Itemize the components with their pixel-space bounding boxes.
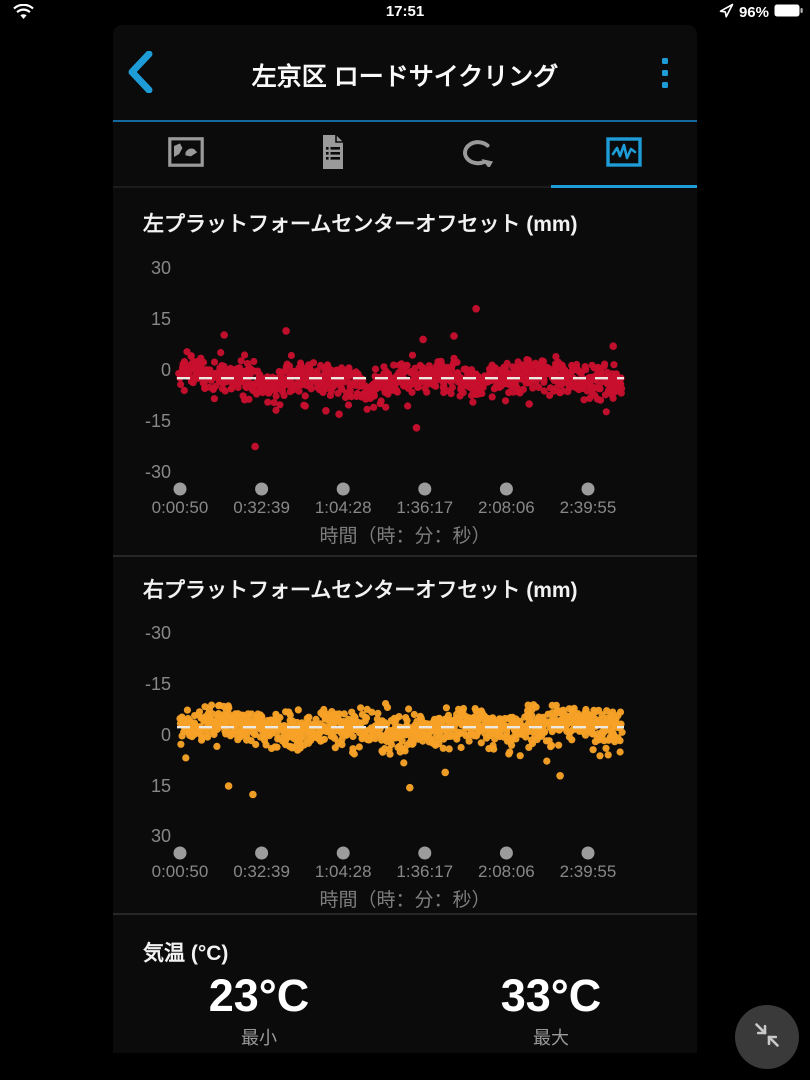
battery-percent: 96% [738,4,769,21]
x-tick-dot [336,482,350,496]
outlier-point [441,768,450,777]
outlier-point [412,424,421,432]
outlier-point [472,305,480,313]
battery-icon [774,4,803,21]
y-tick-label: -15 [145,411,171,431]
temperature-summary: 23°C 最小 33°C 最大 [113,973,697,1050]
map-icon [168,136,204,172]
x-tick-dot [336,846,350,860]
x-tick-label: 2:08:06 [478,498,535,517]
status-time: 17:51 [385,3,425,20]
x-tick-dot [499,482,513,496]
x-tick-dot [499,846,513,860]
outlier-point [450,332,458,340]
x-tick-label: 1:04:28 [315,862,372,881]
outlier-point [249,790,257,799]
x-tick-label: 0:00:50 [152,498,209,517]
x-tick-dot [255,482,269,496]
temperature-max: 33°C 最大 [405,973,697,1050]
x-tick-dot [255,846,269,860]
overflow-menu-button[interactable] [653,53,677,93]
collapse-arrows-icon [750,1018,784,1057]
section-divider [113,913,697,915]
x-tick-label: 2:08:06 [478,862,535,881]
x-tick-label: 1:36:17 [396,862,453,881]
document-icon [319,134,345,174]
tab-laps[interactable] [405,122,551,186]
right-offset-chart-title: 右プラットフォームセンターオフセット (mm) [143,579,578,602]
left-offset-plot: 30 15 0 -15 -30 0:00:50 0:32:39 1:04:28 1:36:17 2… [145,258,626,517]
temperature-min: 23°C 最小 [113,973,405,1050]
tab-details[interactable] [259,122,405,186]
left-offset-chart-title: 左プラットフォームセンターオフセット (mm) [143,213,578,236]
temperature-max-value: 33°C [500,970,602,1021]
tab-bar [113,122,697,188]
temperature-label: 気温 (°C) [143,942,229,965]
collapse-button[interactable] [735,1005,799,1069]
x-tick-label: 2:39:55 [560,862,617,881]
y-tick-label: 30 [151,258,171,278]
laps-loop-icon [457,137,499,172]
status-bar: 17:51 96% [0,0,810,24]
right-offset-plot: -30 -15 0 15 30 0:00:50 0:32:39 1:04:28 1:36:17 2… [145,623,626,881]
outlier-point [224,782,233,790]
back-chevron-icon [127,50,153,97]
tab-charts[interactable] [551,122,697,188]
temperature-min-value: 23°C [208,970,310,1021]
y-tick-label: 15 [151,776,171,796]
x-tick-label: 1:36:17 [396,498,453,517]
outlier-point [609,342,617,351]
x-tick-dot [581,846,595,860]
x-tick-dot [581,482,595,496]
scatter-points [176,700,626,799]
outlier-point [406,783,414,792]
charts-icon [606,136,642,172]
wifi-icon [13,3,34,25]
right-offset-x-axis-title: 時間（時：分：秒） [319,890,491,911]
x-tick-label: 1:04:28 [315,498,372,517]
x-tick-label: 0:32:39 [233,498,290,517]
outlier-point [419,335,427,344]
temperature-max-caption: 最大 [533,1028,569,1048]
x-tick-dot [418,846,432,860]
x-tick-label: 2:39:55 [560,498,617,517]
y-tick-label: 15 [151,309,171,329]
x-tick-label: 0:00:50 [152,862,209,881]
activity-header: 左京区 ロードサイクリング [113,25,697,122]
activity-title: 左京区 ロードサイクリング [251,63,559,91]
y-tick-label: 0 [161,360,171,380]
y-tick-label: 30 [151,826,171,846]
left-offset-x-axis-title: 時間（時：分：秒） [319,526,491,547]
section-divider [113,555,697,557]
y-tick-label: -30 [145,462,171,482]
y-tick-label: -30 [145,623,171,643]
outlier-point [251,442,259,451]
x-tick-dot [173,846,187,860]
x-tick-dot [418,482,432,496]
back-button[interactable] [127,50,167,97]
temperature-min-caption: 最小 [241,1028,277,1048]
outlier-point [220,331,228,339]
overflow-menu-icon [662,58,668,64]
outlier-point [322,407,330,415]
outlier-point [282,327,290,335]
app-window: 左京区 ロードサイクリング [113,25,697,1053]
y-tick-label: -15 [145,674,171,694]
scatter-points [175,305,626,451]
outlier-point [335,410,343,419]
outlier-point [556,772,564,780]
tab-map[interactable] [113,122,259,186]
location-arrow-icon [719,3,734,22]
x-tick-dot [173,482,187,496]
outlier-point [525,400,533,408]
x-tick-label: 0:32:39 [233,862,290,881]
y-tick-label: 0 [161,725,171,745]
